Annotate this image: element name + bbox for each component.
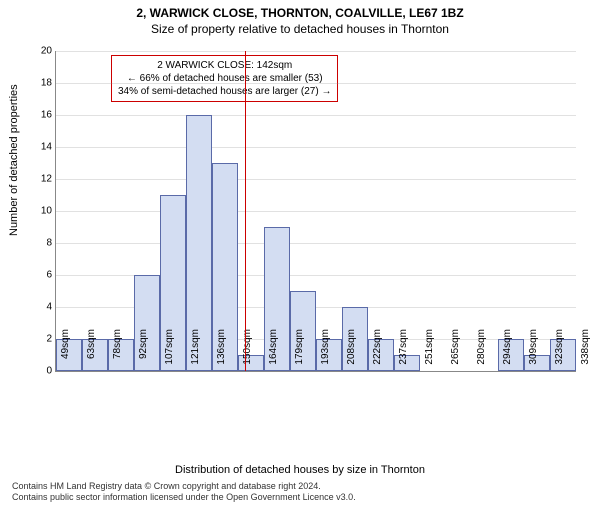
y-axis-label: Number of detached properties — [8, 84, 20, 236]
y-tick-label: 18 — [32, 78, 52, 89]
grid-line — [56, 243, 576, 244]
annotation-line1: 2 WARWICK CLOSE: 142sqm — [118, 59, 331, 72]
y-tick-label: 16 — [32, 110, 52, 121]
x-tick-label: 294sqm — [502, 329, 513, 373]
x-tick-label: 193sqm — [320, 329, 331, 373]
footer-line1: Contains HM Land Registry data © Crown c… — [12, 481, 356, 492]
marker-line — [245, 51, 246, 371]
x-tick-label: 136sqm — [216, 329, 227, 373]
x-tick-label: 265sqm — [450, 329, 461, 373]
annotation-box: 2 WARWICK CLOSE: 142sqm ← 66% of detache… — [111, 55, 338, 102]
x-tick-label: 323sqm — [554, 329, 565, 373]
x-tick-label: 78sqm — [112, 329, 123, 373]
x-tick-label: 121sqm — [190, 329, 201, 373]
footer-line2: Contains public sector information licen… — [12, 492, 356, 503]
y-tick-label: 10 — [32, 206, 52, 217]
x-tick-label: 338sqm — [580, 329, 591, 373]
x-axis-label: Distribution of detached houses by size … — [0, 464, 600, 476]
annotation-line3: 34% of semi-detached houses are larger (… — [118, 85, 331, 98]
title-main: 2, WARWICK CLOSE, THORNTON, COALVILLE, L… — [0, 6, 600, 20]
y-tick-label: 2 — [32, 334, 52, 345]
y-tick-label: 14 — [32, 142, 52, 153]
y-tick-label: 20 — [32, 46, 52, 57]
x-tick-label: 237sqm — [398, 329, 409, 373]
grid-line — [56, 83, 576, 84]
title-sub: Size of property relative to detached ho… — [0, 22, 600, 36]
grid-line — [56, 51, 576, 52]
grid-line — [56, 179, 576, 180]
grid-line — [56, 147, 576, 148]
y-tick-label: 12 — [32, 174, 52, 185]
y-tick-label: 6 — [32, 270, 52, 281]
chart-area: 2 WARWICK CLOSE: 142sqm ← 66% of detache… — [55, 51, 575, 421]
y-tick-label: 0 — [32, 366, 52, 377]
x-tick-label: 179sqm — [294, 329, 305, 373]
y-tick-label: 8 — [32, 238, 52, 249]
x-tick-label: 251sqm — [424, 329, 435, 373]
x-tick-label: 222sqm — [372, 329, 383, 373]
y-tick-label: 4 — [32, 302, 52, 313]
x-tick-label: 107sqm — [164, 329, 175, 373]
x-tick-label: 309sqm — [528, 329, 539, 373]
x-tick-label: 49sqm — [60, 329, 71, 373]
x-tick-label: 280sqm — [476, 329, 487, 373]
x-tick-label: 92sqm — [138, 329, 149, 373]
x-tick-label: 208sqm — [346, 329, 357, 373]
plot-region: 2 WARWICK CLOSE: 142sqm ← 66% of detache… — [55, 51, 576, 372]
grid-line — [56, 115, 576, 116]
x-tick-label: 63sqm — [86, 329, 97, 373]
grid-line — [56, 211, 576, 212]
x-tick-label: 164sqm — [268, 329, 279, 373]
